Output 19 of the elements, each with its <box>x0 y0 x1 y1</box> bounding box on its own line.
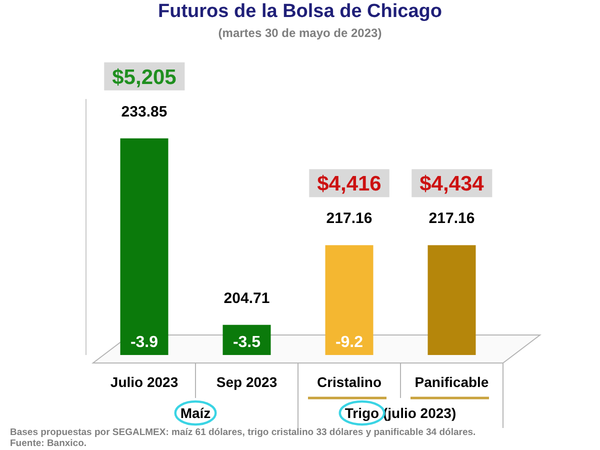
data-label: 217.16 <box>428 210 475 228</box>
annotation: $4,434 <box>420 172 484 196</box>
x-tick-label: Panificable <box>414 374 489 390</box>
data-label: 217.16 <box>326 210 372 228</box>
annotation: -9.2 <box>335 334 364 351</box>
x-tick-label: Julio 2023 <box>110 374 178 390</box>
annotation: -3.5 <box>232 334 261 351</box>
annotation: $4,416 <box>317 172 382 196</box>
data-label: 233.85 <box>121 103 168 120</box>
text: $5,205 <box>112 66 177 89</box>
x-tick-label: Cristalino <box>316 374 382 390</box>
annotation: -3.9 <box>130 334 158 351</box>
chart-subtitle: (martes 30 de mayo de 2023) <box>218 26 382 40</box>
x-tick-label: Sep 2023 <box>216 374 278 390</box>
text: Maíz <box>180 405 211 421</box>
source-note: Fuente: Banxico. <box>10 438 87 449</box>
chart-title: Futuros de la Bolsa de Chicago <box>158 1 442 22</box>
data-label: 204.71 <box>224 290 270 307</box>
text: Bases propuestas por SEGALMEX: maíz 61 dólares, trigo cristalino 33 dólares y panificable 34 dólares. <box>10 427 476 438</box>
